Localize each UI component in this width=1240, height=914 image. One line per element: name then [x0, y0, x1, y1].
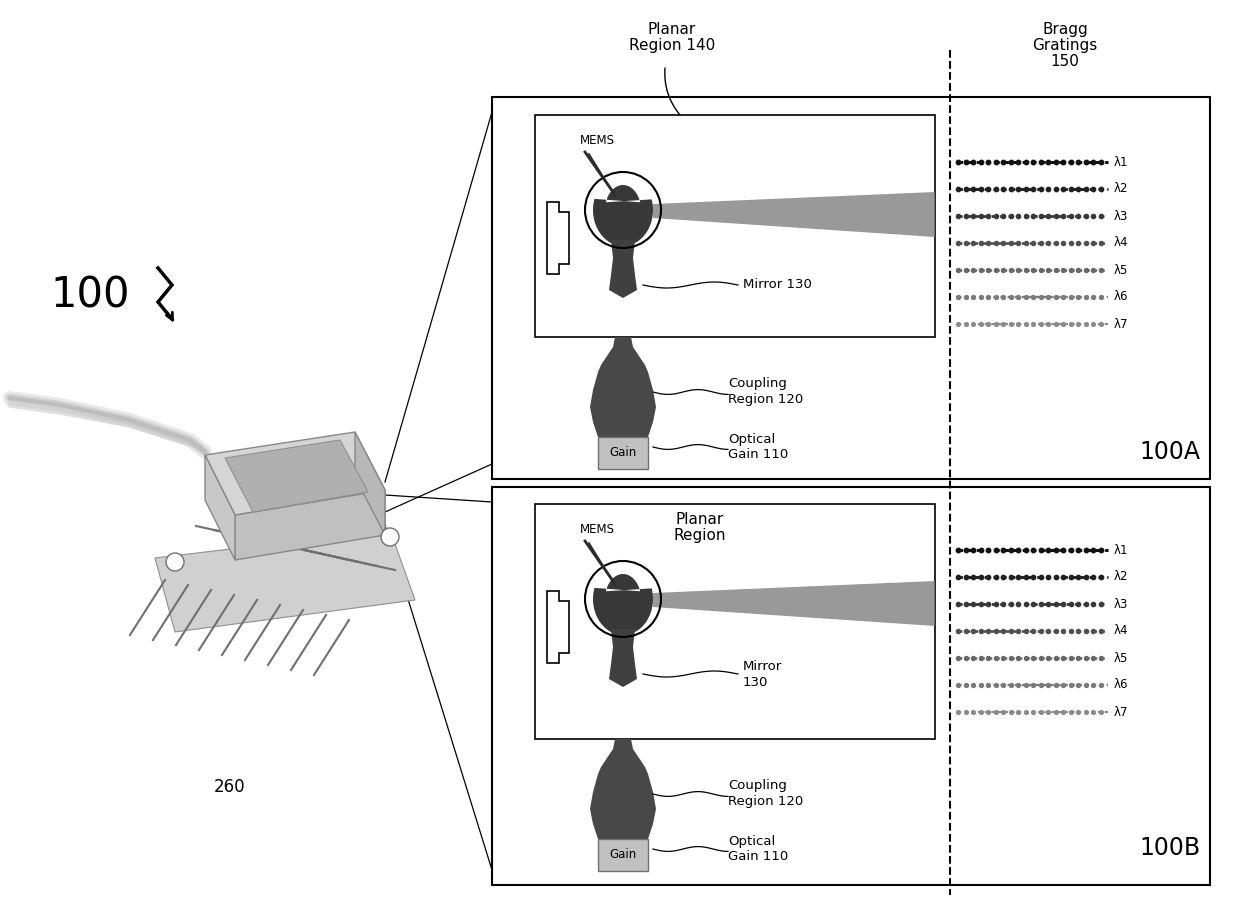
Text: λ3: λ3: [1114, 209, 1128, 222]
Polygon shape: [205, 455, 236, 560]
Text: Optical
Gain 110: Optical Gain 110: [728, 834, 789, 864]
Text: λ4: λ4: [1114, 237, 1128, 250]
Text: MEMS: MEMS: [579, 134, 615, 147]
Polygon shape: [609, 629, 637, 687]
Polygon shape: [590, 739, 656, 839]
Polygon shape: [653, 192, 935, 237]
Text: 100B: 100B: [1140, 836, 1200, 860]
Text: 100: 100: [51, 274, 130, 316]
Text: λ2: λ2: [1114, 570, 1128, 583]
Polygon shape: [593, 185, 653, 246]
Text: Coupling
Region 120: Coupling Region 120: [728, 377, 804, 407]
Polygon shape: [236, 490, 384, 560]
Bar: [534, 504, 935, 739]
Text: λ6: λ6: [1114, 678, 1128, 692]
Bar: [598, 839, 649, 871]
Text: λ1: λ1: [1114, 544, 1128, 557]
Polygon shape: [224, 440, 368, 512]
Bar: [534, 115, 935, 337]
Polygon shape: [355, 432, 384, 535]
Text: 150: 150: [1050, 54, 1080, 69]
Text: Gain: Gain: [609, 447, 636, 460]
Text: λ5: λ5: [1114, 652, 1128, 664]
Text: λ7: λ7: [1114, 317, 1128, 331]
Text: Planar: Planar: [676, 512, 724, 527]
Text: λ1: λ1: [1114, 155, 1128, 168]
Text: Bragg: Bragg: [1042, 22, 1087, 37]
Text: Mirror
130: Mirror 130: [743, 660, 782, 688]
Circle shape: [166, 553, 184, 571]
Text: MEMS: MEMS: [579, 523, 615, 536]
Polygon shape: [547, 202, 569, 274]
Text: Gratings: Gratings: [1033, 38, 1097, 53]
Polygon shape: [590, 337, 656, 437]
Polygon shape: [547, 591, 569, 663]
Text: λ5: λ5: [1114, 263, 1128, 277]
Text: Region: Region: [673, 528, 727, 543]
Text: 260: 260: [215, 778, 246, 796]
Text: Mirror 130: Mirror 130: [743, 279, 812, 292]
Polygon shape: [653, 581, 935, 626]
Text: Region 140: Region 140: [629, 38, 715, 53]
Bar: [492, 97, 1210, 479]
Polygon shape: [593, 574, 653, 635]
Text: Coupling
Region 120: Coupling Region 120: [728, 780, 804, 809]
Bar: [598, 437, 649, 469]
Text: λ6: λ6: [1114, 291, 1128, 303]
Text: λ4: λ4: [1114, 624, 1128, 637]
Polygon shape: [609, 240, 637, 298]
Bar: [492, 487, 1210, 885]
Polygon shape: [155, 530, 415, 632]
Text: λ3: λ3: [1114, 598, 1128, 611]
Text: λ2: λ2: [1114, 183, 1128, 196]
Text: Optical
Gain 110: Optical Gain 110: [728, 432, 789, 462]
Text: Gain: Gain: [609, 848, 636, 862]
Text: λ7: λ7: [1114, 706, 1128, 718]
Text: Planar: Planar: [647, 22, 696, 37]
Circle shape: [381, 528, 399, 546]
Polygon shape: [205, 432, 384, 515]
Text: 100A: 100A: [1140, 440, 1200, 464]
